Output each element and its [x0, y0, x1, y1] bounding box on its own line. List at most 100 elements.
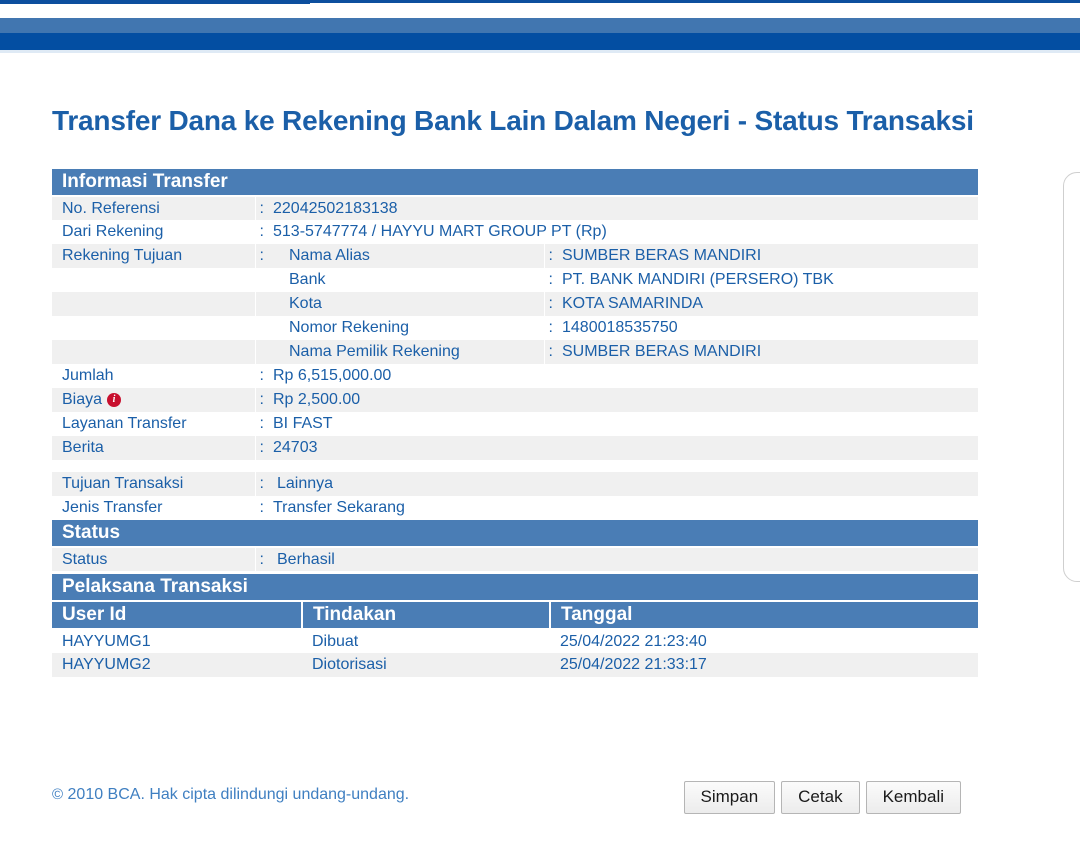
section-header-row: Pelaksana Transaksi	[52, 574, 978, 602]
table-row: Nama Pemilik Rekening : SUMBER BERAS MAN…	[52, 340, 978, 364]
colon: :	[548, 271, 553, 288]
table-row: HAYYUMG1 Dibuat 25/04/2022 21:23:40	[52, 629, 978, 653]
sublabel-nama-alias: Nama Alias	[269, 244, 545, 268]
cell-tindakan: Dibuat	[312, 632, 359, 650]
cell-tindakan: Diotorisasi	[312, 656, 387, 673]
table-row: Jumlah : Rp 6,515,000.00	[52, 364, 978, 388]
value-bank: PT. BANK MANDIRI (PERSERO) TBK	[562, 271, 834, 288]
colon: :	[259, 475, 264, 492]
back-button[interactable]: Kembali	[865, 781, 961, 814]
save-button[interactable]: Simpan	[683, 781, 776, 814]
label-layanan-transfer: Layanan Transfer	[52, 412, 256, 436]
header-band-light	[0, 18, 1080, 33]
informasi-transfer-table: Informasi Transfer No. Referensi : 22042…	[52, 169, 978, 472]
section-header-informasi-transfer: Informasi Transfer	[52, 169, 978, 197]
label-jumlah: Jumlah	[52, 364, 256, 388]
cell-user-id: HAYYUMG1	[62, 632, 151, 650]
colon: :	[259, 247, 264, 264]
colon: :	[259, 223, 264, 240]
copyright-icon: ©	[52, 786, 64, 803]
cell-tanggal: 25/04/2022 21:23:40	[560, 632, 707, 650]
top-white-gap	[0, 4, 1080, 18]
page-title: Transfer Dana ke Rekening Bank Lain Dala…	[52, 105, 974, 136]
table-row: Berita : 24703	[52, 436, 978, 460]
label-berita: Berita	[52, 436, 256, 460]
table-row: Bank : PT. BANK MANDIRI (PERSERO) TBK	[52, 268, 978, 292]
colon: :	[548, 343, 553, 360]
colon-empty	[255, 292, 269, 316]
main-content: Transfer Dana ke Rekening Bank Lain Dala…	[0, 53, 1063, 859]
value-nama-alias: SUMBER BERAS MANDIRI	[562, 247, 762, 264]
table-header-row: User Id Tindakan Tanggal	[52, 601, 978, 630]
column-header-tindakan: Tindakan	[302, 601, 551, 630]
copyright-text: 2010 BCA. Hak cipta dilindungi undang-un…	[67, 786, 410, 803]
column-header-tanggal: Tanggal	[550, 601, 978, 630]
section-header-row: Status	[52, 520, 978, 548]
colon: :	[548, 247, 553, 264]
colon: :	[259, 199, 264, 217]
value-biaya: Rp 2,500.00	[273, 391, 361, 408]
sublabel-nomor-rekening: Nomor Rekening	[269, 316, 545, 340]
purpose-table: Tujuan Transaksi : Lainnya Jenis Transfe…	[52, 472, 978, 520]
value-dari-rekening: 513-5747774 / HAYYU MART GROUP PT (Rp)	[273, 223, 607, 240]
label-empty	[52, 292, 256, 316]
table-row: Status : Berhasil	[52, 547, 978, 571]
action-button-bar: Simpan Cetak Kembali	[683, 781, 961, 814]
print-button[interactable]: Cetak	[781, 781, 860, 814]
table-row: Rekening Tujuan : Nama Alias : SUMBER BE…	[52, 244, 978, 268]
label-tujuan-transaksi: Tujuan Transaksi	[52, 472, 256, 496]
header-underline	[0, 50, 1080, 53]
value-berita: 24703	[273, 439, 318, 456]
colon-empty	[255, 316, 269, 340]
value-kota: KOTA SAMARINDA	[562, 295, 704, 312]
label-empty	[52, 316, 256, 340]
header-band-dark	[0, 33, 1080, 50]
value-jenis-transfer: Transfer Sekarang	[273, 499, 405, 516]
table-row: Jenis Transfer : Transfer Sekarang	[52, 496, 978, 520]
table-row: No. Referensi : 22042502183138	[52, 196, 978, 220]
label-dari-rekening: Dari Rekening	[52, 220, 256, 244]
column-header-user-id: User Id	[52, 601, 303, 630]
table-row: Layanan Transfer : BI FAST	[52, 412, 978, 436]
right-side-panel	[1063, 172, 1080, 582]
table-row: Tujuan Transaksi : Lainnya	[52, 472, 978, 496]
table-row: HAYYUMG2 Diotorisasi 25/04/2022 21:33:17	[52, 653, 978, 677]
cell-tanggal: 25/04/2022 21:33:17	[560, 656, 707, 673]
label-jenis-transfer: Jenis Transfer	[52, 496, 256, 520]
section-header-status: Status	[52, 520, 978, 548]
table-row: Dari Rekening : 513-5747774 / HAYYU MART…	[52, 220, 978, 244]
value-tujuan-transaksi: Lainnya	[277, 475, 334, 492]
footer-copyright: © 2010 BCA. Hak cipta dilindungi undang-…	[52, 786, 409, 804]
table-row: Nomor Rekening : 1480018535750	[52, 316, 978, 340]
cell-user-id: HAYYUMG2	[62, 656, 151, 673]
colon: :	[259, 550, 264, 568]
colon: :	[259, 391, 264, 408]
colon: :	[548, 295, 553, 312]
section-header-row: Informasi Transfer	[52, 169, 978, 197]
info-icon[interactable]: i	[107, 393, 122, 407]
sublabel-kota: Kota	[269, 292, 545, 316]
pelaksana-transaksi-table: Pelaksana Transaksi User Id Tindakan Tan…	[52, 574, 978, 677]
transaction-detail-tables: Informasi Transfer No. Referensi : 22042…	[52, 169, 978, 677]
colon: :	[548, 319, 553, 336]
section-header-pelaksana-transaksi: Pelaksana Transaksi	[52, 574, 978, 602]
label-empty	[52, 340, 256, 364]
value-nama-pemilik-rekening: SUMBER BERAS MANDIRI	[562, 343, 762, 360]
value-nomor-rekening: 1480018535750	[562, 319, 678, 336]
top-accent-bar-left	[0, 0, 310, 4]
sublabel-nama-pemilik-rekening: Nama Pemilik Rekening	[269, 340, 545, 364]
label-status: Status	[52, 547, 256, 571]
colon-empty	[255, 268, 269, 292]
colon: :	[259, 415, 264, 432]
value-layanan-transfer: BI FAST	[273, 415, 333, 432]
colon: :	[259, 499, 264, 516]
colon-empty	[255, 340, 269, 364]
label-biaya-cell: Biaya i	[52, 388, 256, 412]
spacer-row	[52, 460, 978, 472]
table-row: Kota : KOTA SAMARINDA	[52, 292, 978, 316]
value-no-referensi: 22042502183138	[273, 199, 398, 217]
sublabel-bank: Bank	[269, 268, 545, 292]
colon: :	[259, 367, 264, 384]
label-empty	[52, 268, 256, 292]
